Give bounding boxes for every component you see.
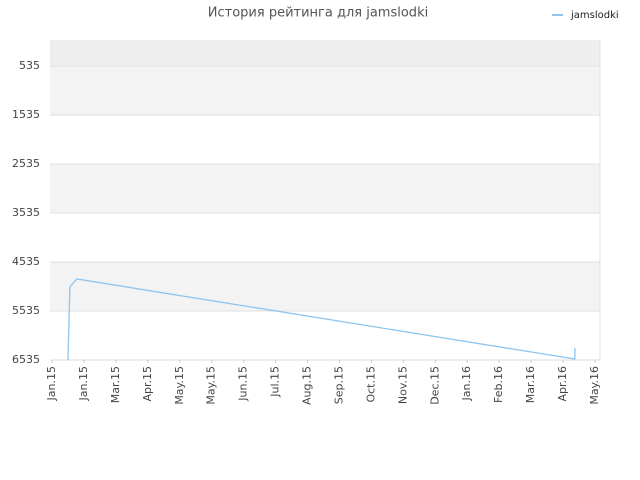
- plot-band: [50, 262, 600, 312]
- legend-label: jamslodki: [570, 10, 619, 21]
- y-tick-label: 535: [19, 59, 40, 72]
- x-tick-label: Oct.15: [364, 366, 377, 403]
- plot-band: [50, 115, 600, 165]
- x-tick-label: May.16: [588, 366, 601, 405]
- y-tick-label: 5535: [12, 304, 40, 317]
- y-tick-label: 6535: [12, 353, 40, 366]
- x-tick-label: Nov.15: [396, 366, 409, 404]
- x-tick-label: Jan.15: [77, 366, 90, 401]
- x-tick-label: Apr.15: [141, 366, 154, 402]
- y-tick-label: 1535: [12, 108, 40, 121]
- x-tick-label: Jan.15: [45, 366, 58, 401]
- x-tick-label: Aug.15: [301, 366, 314, 405]
- x-tick-label: Mar.16: [524, 366, 537, 403]
- x-tick-label: Sep.15: [332, 366, 345, 404]
- x-tick-label: Feb.16: [492, 366, 505, 403]
- x-tick-label: Jun.15: [237, 366, 250, 402]
- y-tick-label: 3535: [12, 206, 40, 219]
- plot-band: [50, 66, 600, 116]
- plot-band: [50, 213, 600, 263]
- chart-title: История рейтинга для jamslodki: [208, 6, 428, 21]
- plot-band: [50, 40, 600, 67]
- series-line: [67, 278, 576, 361]
- x-tick-label: Apr.16: [556, 366, 569, 402]
- x-tick-label: May.15: [173, 366, 186, 405]
- y-tick-label: 2535: [12, 157, 40, 170]
- x-tick-label: Dec.15: [428, 366, 441, 405]
- x-tick-label: Jan.16: [460, 366, 473, 401]
- x-tick-label: May.15: [205, 366, 218, 405]
- x-tick-label: Mar.15: [109, 366, 122, 403]
- plot-band: [50, 164, 600, 214]
- y-tick-label: 4535: [12, 255, 40, 268]
- x-tick-label: Jul.15: [269, 366, 282, 398]
